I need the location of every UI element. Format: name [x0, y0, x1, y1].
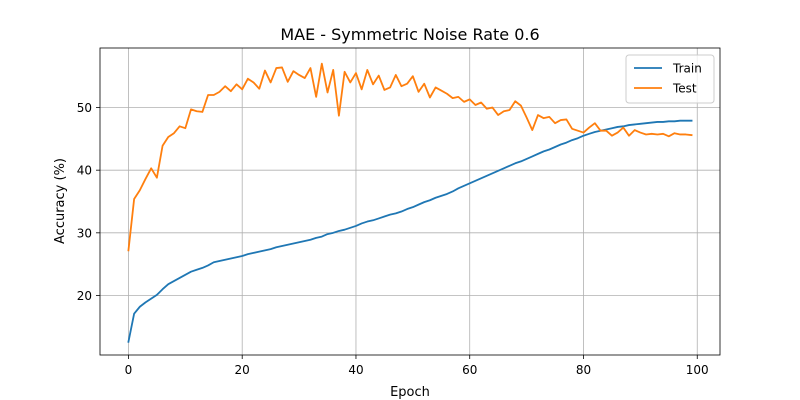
y-axis-label: Accuracy (%) [53, 158, 68, 244]
legend-label-test: Test [672, 82, 697, 96]
x-tick-label: 100 [686, 363, 709, 377]
x-tick-label: 40 [348, 363, 363, 377]
x-axis-label: Epoch [390, 385, 430, 400]
series-line-train [127, 119, 693, 343]
legend: Train Test [625, 54, 715, 104]
y-tick-label: 30 [77, 226, 92, 240]
ticks: 0 20 40 60 80 100 20 30 40 50 [77, 101, 709, 377]
legend-box [625, 54, 715, 104]
x-tick-label: 20 [235, 363, 250, 377]
x-tick-label: 60 [462, 363, 477, 377]
y-tick-label: 40 [77, 164, 92, 178]
x-tick-label: 0 [125, 363, 133, 377]
legend-label-train: Train [672, 62, 702, 76]
series-line-test [127, 62, 693, 252]
grid [100, 48, 720, 355]
plot-frame [99, 47, 721, 356]
series-layer [127, 62, 693, 343]
chart-title: MAE - Symmetric Noise Rate 0.6 [280, 25, 539, 44]
y-tick-label: 50 [77, 101, 92, 115]
x-tick-label: 80 [576, 363, 591, 377]
y-tick-label: 20 [77, 289, 92, 303]
